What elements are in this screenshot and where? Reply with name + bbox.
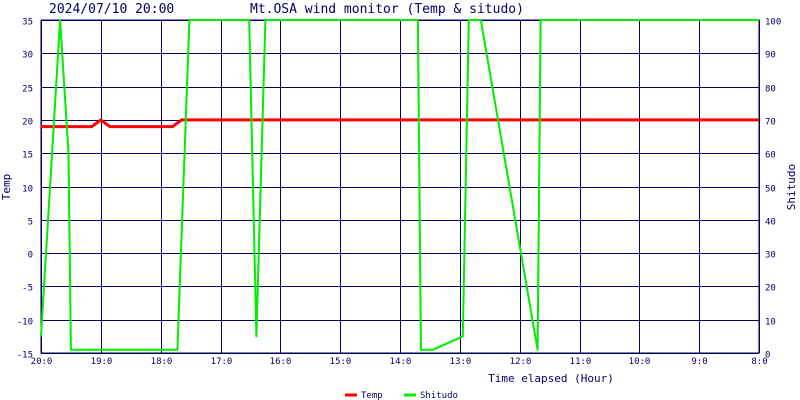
x-tick-label: 17:0 [211, 357, 233, 367]
right-tick-label: 60 [765, 151, 776, 161]
x-tick-label: 19:0 [91, 357, 113, 367]
left-tick-label: -15 [17, 351, 33, 361]
x-tick-label: 15:0 [330, 357, 352, 367]
left-tick-label: 20 [22, 118, 33, 128]
left-tick-label: 35 [22, 18, 33, 28]
x-tick-label: 18:0 [151, 357, 173, 367]
left-tick-label: 30 [22, 51, 33, 61]
x-tick-label: 16:0 [270, 357, 292, 367]
left-tick-label: 0 [28, 251, 33, 261]
left-tick-label: 10 [22, 185, 33, 195]
right-tick-label: 10 [765, 318, 776, 328]
right-tick-label: 40 [765, 218, 776, 228]
x-tick-label: 10:0 [629, 357, 651, 367]
left-axis-label: Temp [0, 174, 13, 201]
right-tick-label: 0 [765, 351, 770, 361]
left-axis-ticks: 35 30 25 20 15 10 5 0 -5 -10 -15 [17, 18, 33, 361]
left-tick-label: -5 [22, 284, 33, 294]
x-axis-label: Time elapsed (Hour) [488, 372, 614, 385]
right-tick-label: 20 [765, 284, 776, 294]
x-tick-label: 12:0 [510, 357, 532, 367]
chart-title: Mt.OSA wind monitor (Temp & situdo) [250, 2, 524, 17]
x-tick-label: 20:0 [31, 357, 53, 367]
x-tick-label: 14:0 [390, 357, 412, 367]
right-tick-label: 90 [765, 51, 776, 61]
x-tick-label: 11:0 [570, 357, 592, 367]
left-tick-label: 15 [22, 151, 33, 161]
left-tick-label: 25 [22, 85, 33, 95]
grid-lines [40, 19, 760, 354]
series-layer [40, 19, 759, 351]
right-tick-label: 70 [765, 118, 776, 128]
right-tick-label: 50 [765, 185, 776, 195]
right-tick-label: 100 [765, 18, 781, 28]
left-tick-label: 5 [28, 218, 33, 228]
legend-temp-label: Temp [361, 391, 383, 400]
x-tick-label: 8:0 [751, 357, 767, 367]
right-tick-label: 30 [765, 251, 776, 261]
left-tick-label: -10 [17, 318, 33, 328]
header-timestamp: 2024/07/10 20:00 [49, 2, 174, 17]
legend: Temp Shitudo [345, 391, 458, 400]
legend-humidity-label: Shitudo [420, 391, 458, 400]
right-tick-label: 80 [765, 85, 776, 95]
x-tick-label: 13:0 [450, 357, 472, 367]
series-temp-line [41, 118, 759, 129]
x-axis-ticks: 20:0 19:0 18:0 17:0 16:0 15:0 14:0 13:0 12:0 11:0… [31, 357, 768, 367]
right-axis-label: Shitudo [785, 164, 798, 210]
series-shitudo-line [40, 19, 759, 351]
x-tick-label: 9:0 [691, 357, 707, 367]
